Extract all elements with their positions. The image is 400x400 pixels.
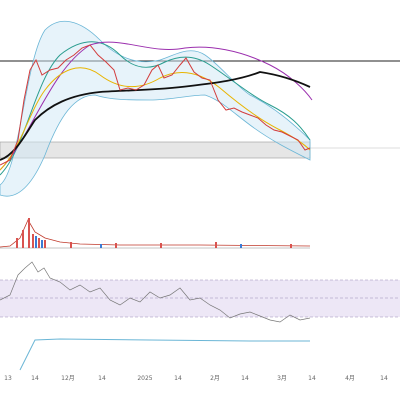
- volume-ma: [0, 219, 311, 248]
- x-axis-label: 14: [308, 375, 316, 382]
- volume-bars-blue: [35, 236, 242, 248]
- volume-pane: [0, 218, 311, 249]
- x-axis-label: 14: [174, 375, 182, 382]
- x-axis-label: 14: [380, 375, 388, 382]
- bollinger-band: [0, 21, 311, 197]
- lower-pane: [19, 338, 310, 371]
- x-axis-label: 2月: [210, 375, 220, 382]
- ma-black: [0, 71, 311, 161]
- ma-purple: [0, 41, 313, 171]
- price-line-series: [0, 44, 311, 166]
- x-axis-label: 14: [98, 375, 106, 382]
- x-axis-label: 4月: [345, 375, 355, 382]
- x-axis-label: 14: [31, 375, 39, 382]
- x-axis-label: 2025: [137, 375, 152, 382]
- indicator-line: [19, 338, 310, 371]
- main-pane: [0, 21, 400, 197]
- x-axis: 13 14 12月 14 2025 14 2月 14 3月 14 4月 14: [4, 375, 388, 382]
- rsi-line: [0, 261, 311, 323]
- x-axis-label: 12月: [61, 375, 75, 382]
- x-axis-label: 14: [241, 375, 249, 382]
- x-axis-label: 13: [4, 375, 12, 382]
- x-axis-label: 3月: [277, 375, 287, 382]
- volume-bars: [16, 218, 292, 248]
- rsi-band: [0, 280, 400, 317]
- rsi-pane: [0, 261, 400, 323]
- ma-yellow: [0, 67, 311, 171]
